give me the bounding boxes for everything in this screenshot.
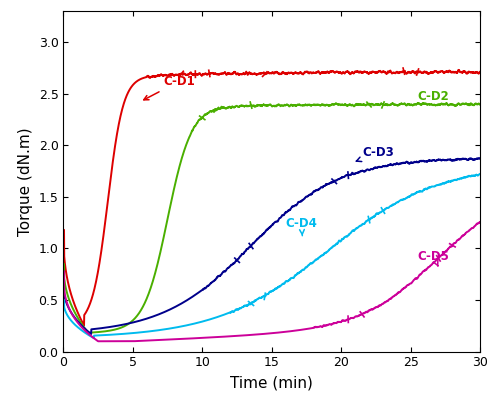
Text: C-D4: C-D4: [286, 217, 318, 236]
Text: C-D5: C-D5: [418, 250, 450, 266]
Y-axis label: Torque (dN.m): Torque (dN.m): [18, 127, 33, 236]
Text: C-D3: C-D3: [356, 146, 394, 162]
Text: C-D2: C-D2: [418, 90, 450, 103]
X-axis label: Time (min): Time (min): [230, 375, 313, 390]
Text: C-D1: C-D1: [144, 75, 195, 100]
